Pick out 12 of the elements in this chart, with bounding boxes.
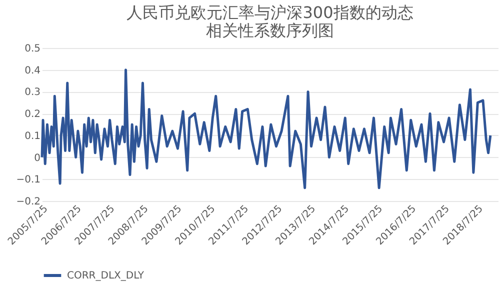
y-tick-label: 0.5 bbox=[24, 44, 40, 54]
y-tick-label: 0.1 bbox=[24, 130, 40, 142]
legend-label: CORR_DLX_DLY bbox=[67, 270, 145, 282]
text: 相关性系数序列图 bbox=[206, 21, 334, 40]
y-tick-label: 0.3 bbox=[24, 87, 40, 98]
y-tick-label: 0 bbox=[34, 152, 40, 164]
y-tick-label: −0.1 bbox=[16, 174, 40, 186]
line-series bbox=[40, 68, 492, 190]
y-tick-label: 0.4 bbox=[24, 65, 40, 76]
y-tick-label: −0.2 bbox=[16, 196, 40, 208]
text: 人民币兑欧元汇率与沪深300指数的动态 bbox=[126, 3, 414, 22]
y-tick-label: 0.2 bbox=[24, 109, 40, 120]
